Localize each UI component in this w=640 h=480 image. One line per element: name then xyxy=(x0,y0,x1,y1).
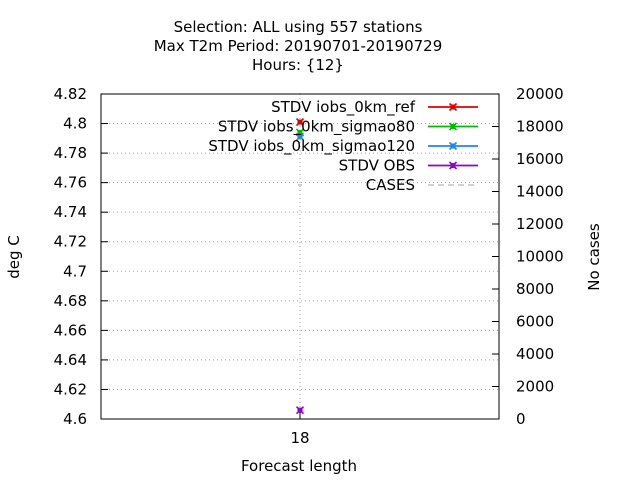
data-point-series-4 xyxy=(295,406,305,415)
data-point-series-3 xyxy=(295,132,305,141)
legend-marker xyxy=(448,102,458,112)
y2-tick-label: 2000 xyxy=(516,378,554,396)
legend-item: STDV iobs_0km_sigmao120 xyxy=(208,137,478,156)
plot-area xyxy=(295,118,305,415)
y2-tick-label: 16000 xyxy=(516,150,564,168)
title-line-2: Max T2m Period: 20190701-20190729 xyxy=(154,37,443,55)
legend-marker xyxy=(448,141,458,151)
y2-tick-label: 14000 xyxy=(516,183,564,201)
y-tick-label: 4.62 xyxy=(54,380,87,398)
y-tick-label: 4.68 xyxy=(54,292,87,310)
legend-item: STDV iobs_0km_sigmao80 xyxy=(218,118,478,137)
y-tick-label: 4.6 xyxy=(63,410,87,428)
y2-tick-label: 18000 xyxy=(516,118,564,136)
legend-label: STDV OBS xyxy=(339,157,415,175)
legend-label: STDV iobs_0km_sigmao120 xyxy=(208,137,415,156)
chart-title: Selection: ALL using 557 stations Max T2… xyxy=(154,18,443,74)
y-tick-label: 4.74 xyxy=(54,203,87,221)
legend-item: STDV iobs_0km_ref xyxy=(271,98,478,117)
axes: 4.6 4.62 4.64 4.66 4.68 4.7 4.72 4.74 4.76 4.78 4.… xyxy=(54,85,564,447)
y2-tick-label: 0 xyxy=(516,410,526,428)
y-tick-label: 4.8 xyxy=(63,115,87,133)
title-line-3: Hours: {12} xyxy=(252,56,344,74)
legend-label: STDV iobs_0km_ref xyxy=(271,98,416,117)
y2-axis-label: No cases xyxy=(585,223,603,291)
legend-label: CASES xyxy=(366,176,415,194)
y-tick-label: 4.76 xyxy=(54,174,87,192)
x-axis-label: Forecast length xyxy=(241,457,357,475)
y2-tick-label: 12000 xyxy=(516,215,564,233)
y-tick-label: 4.64 xyxy=(54,351,87,369)
y-tick-label: 4.72 xyxy=(54,233,87,251)
y-tick-label: 4.82 xyxy=(54,85,87,103)
y2-tick-label: 8000 xyxy=(516,280,554,298)
legend-marker xyxy=(448,161,458,170)
y-tick-label: 4.66 xyxy=(54,321,87,339)
y2-tick-label: 6000 xyxy=(516,313,554,331)
y2-tick-label: 10000 xyxy=(516,248,564,266)
y2-tick-label: 20000 xyxy=(516,85,564,103)
y2-tick-label: 4000 xyxy=(516,345,554,363)
title-line-1: Selection: ALL using 557 stations xyxy=(174,18,423,36)
legend-label: STDV iobs_0km_sigmao80 xyxy=(218,118,415,137)
y-tick-label: 4.7 xyxy=(63,262,87,280)
y-axis-label: deg C xyxy=(5,235,23,279)
legend-item: CASES xyxy=(366,176,478,194)
x-tick-label: 18 xyxy=(290,429,309,447)
legend-item: STDV OBS xyxy=(339,157,478,175)
data-point-series-1 xyxy=(295,118,305,127)
y-tick-label: 4.78 xyxy=(54,144,87,162)
legend-marker xyxy=(448,122,458,131)
